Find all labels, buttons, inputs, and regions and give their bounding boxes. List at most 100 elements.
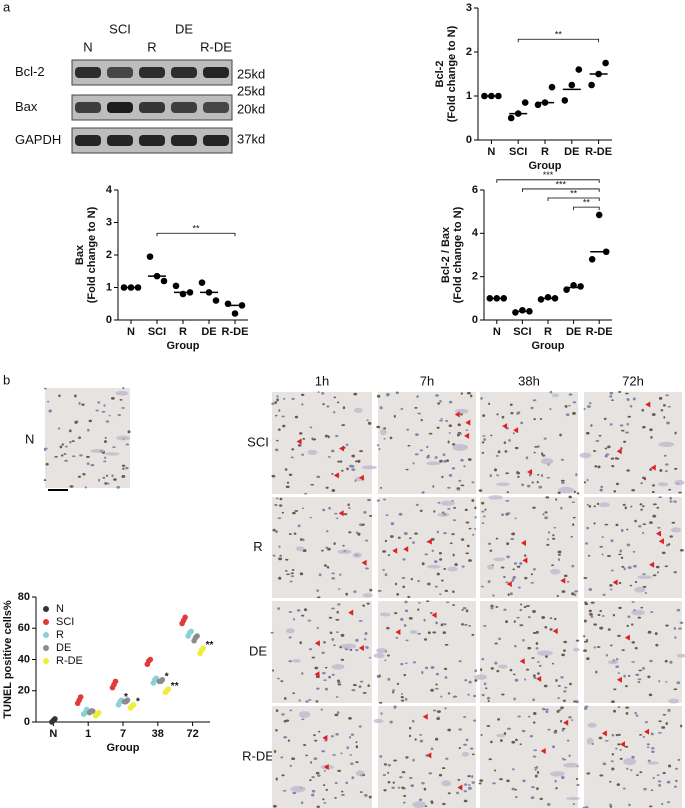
vessel [426, 564, 441, 569]
data-point [568, 81, 576, 89]
vessel [658, 441, 675, 448]
cell [609, 423, 613, 426]
cell [676, 681, 681, 685]
blot-band [203, 67, 229, 78]
legend-label: R-DE [56, 655, 83, 667]
vessel [355, 770, 365, 777]
vessel [573, 647, 580, 652]
cell [323, 679, 327, 681]
cell [613, 490, 617, 493]
lane-label: DE [175, 21, 193, 36]
cell [355, 648, 359, 652]
cell [641, 408, 645, 412]
cell [563, 574, 568, 578]
cell [286, 481, 290, 484]
cell [537, 661, 540, 663]
cell [615, 665, 620, 668]
data-point [595, 211, 603, 219]
cell [341, 469, 344, 472]
blot-row-label: GAPDH [15, 132, 61, 147]
legend-marker [43, 619, 49, 625]
cell [598, 736, 603, 740]
cell [530, 581, 534, 584]
cell [620, 556, 624, 559]
cell [507, 727, 511, 730]
cell [403, 532, 408, 535]
cell [632, 550, 636, 553]
cell [432, 709, 437, 712]
cell [457, 778, 461, 781]
cell [679, 549, 684, 552]
data-point [147, 656, 154, 663]
cell [275, 497, 279, 500]
cell [590, 601, 595, 604]
cell [48, 409, 53, 413]
cell [334, 512, 338, 515]
y-tick-label: 0 [472, 314, 478, 326]
size-marker: 20kd [237, 101, 265, 116]
cell [648, 693, 653, 697]
cell [512, 576, 516, 580]
cell [512, 673, 516, 676]
cell [421, 782, 425, 785]
cell [272, 804, 277, 808]
cell [540, 474, 544, 478]
arrowhead [522, 557, 528, 564]
micrograph [271, 391, 377, 495]
cell [530, 796, 535, 800]
cell [401, 771, 406, 774]
cell [313, 757, 318, 761]
cell [69, 485, 74, 488]
arrowhead [656, 530, 662, 537]
cell [639, 771, 643, 774]
cell [640, 606, 644, 609]
cell [621, 429, 625, 432]
cell [291, 569, 295, 571]
cell [525, 668, 530, 671]
cell [675, 767, 678, 770]
cell [642, 523, 647, 525]
arrowhead [601, 730, 607, 737]
cell [404, 697, 408, 701]
cell [294, 509, 299, 512]
cell [531, 657, 535, 659]
cell [562, 699, 566, 702]
cell [626, 543, 631, 547]
cell [557, 553, 562, 556]
cell [337, 603, 341, 606]
data-point [52, 716, 58, 722]
significance-label: ** [555, 30, 563, 40]
cell [605, 453, 610, 456]
cell [575, 777, 578, 781]
vessel [493, 557, 506, 562]
cell [593, 522, 596, 525]
cell [353, 392, 358, 396]
cell [452, 553, 455, 557]
arrowhead [563, 719, 569, 726]
cell [301, 718, 305, 721]
cell [333, 396, 337, 399]
cell [620, 529, 624, 533]
cell [392, 689, 395, 692]
cell [85, 455, 90, 458]
cell [618, 733, 621, 736]
arrowhead [296, 438, 302, 445]
cell [624, 506, 627, 510]
cell [554, 729, 558, 732]
arrowhead [540, 747, 546, 754]
cell [324, 687, 328, 691]
cell [543, 684, 548, 688]
cell [464, 679, 468, 682]
cell [442, 453, 446, 457]
cell [506, 555, 510, 559]
cell [57, 427, 61, 430]
cell [481, 522, 485, 525]
cell [513, 620, 516, 624]
cell [87, 428, 90, 432]
cell [351, 468, 356, 471]
cell [675, 779, 678, 782]
cell [658, 680, 661, 683]
cell [310, 483, 315, 486]
cell [566, 580, 570, 583]
cell [599, 488, 603, 492]
